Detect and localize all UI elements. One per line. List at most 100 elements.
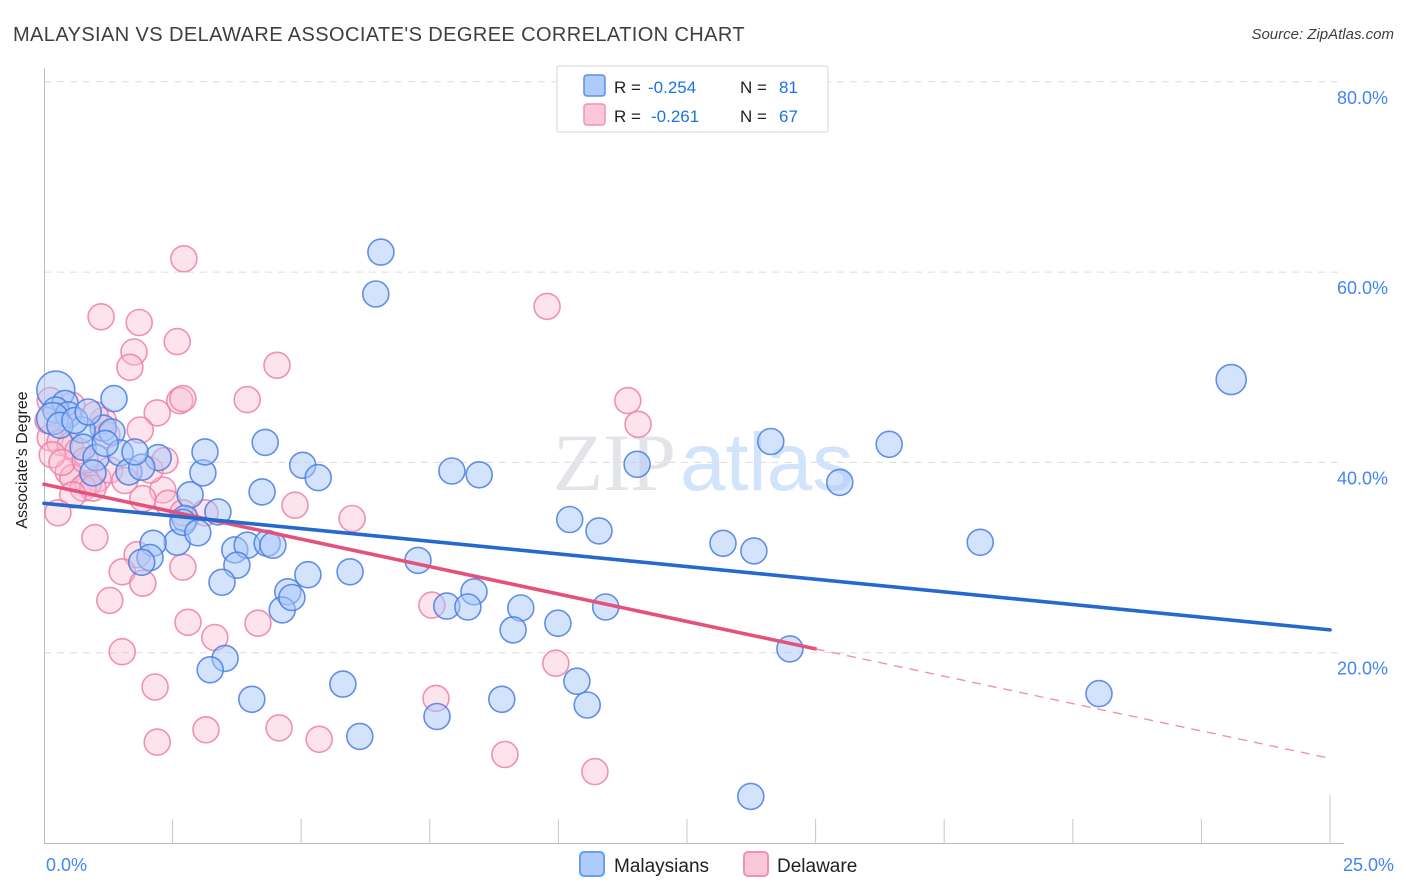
scatter-point-malaysians: [573, 691, 602, 719]
scatter-point-malaysians: [336, 557, 364, 586]
scatter-point-malaysians: [875, 430, 904, 459]
scatter-point-malaysians: [1085, 679, 1113, 708]
scatter-point-malaysians: [709, 529, 737, 558]
series-swatch-delaware: [743, 851, 769, 877]
scatter-point-malaysians: [100, 384, 128, 413]
scatter-point-malaysians: [825, 468, 854, 497]
scatter-point-malaysians: [248, 478, 276, 506]
zipatlas-watermark: ZIPatlas: [553, 417, 853, 508]
legend-r-label-delaware: R =: [614, 107, 641, 126]
scatter-point-malaysians: [278, 583, 306, 612]
scatter-points-layer: [34, 238, 1247, 811]
series-label-malaysians: Malaysians: [614, 856, 709, 877]
correlation-legend-box: R = -0.254 N = 81 R = -0.261 N = 67: [556, 65, 829, 133]
scatter-point-malaysians: [79, 459, 107, 487]
scatter-point-delaware: [169, 384, 197, 413]
scatter-point-delaware: [624, 410, 652, 439]
scatter-point-malaysians: [623, 450, 651, 479]
scatter-point-malaysians: [294, 560, 322, 589]
scatter-point-delaware: [143, 399, 171, 427]
scatter-point-delaware: [613, 386, 642, 415]
scatter-point-malaysians: [329, 670, 357, 698]
x-axis-min-label: 0.0%: [46, 855, 87, 875]
scatter-point-delaware: [244, 609, 272, 638]
scatter-point-malaysians: [487, 685, 516, 714]
gridlines-layer: 20.0% 40.0% 60.0% 80.0%: [44, 81, 1388, 679]
scatter-point-malaysians: [238, 685, 266, 714]
y-tick-label-20: 20.0%: [1337, 659, 1388, 679]
scatter-point-delaware: [125, 308, 153, 337]
page-title: MALAYSIAN VS DELAWARE ASSOCIATE'S DEGREE…: [13, 24, 745, 46]
scatter-point-delaware: [192, 715, 220, 744]
legend-r-value-malaysians: -0.254: [648, 78, 696, 97]
legend-r-value-delaware: -0.261: [651, 107, 699, 126]
scatter-point-malaysians: [184, 518, 212, 547]
legend-n-value-delaware: 67: [779, 107, 798, 126]
y-tick-label-80: 80.0%: [1337, 88, 1388, 108]
scatter-point-malaysians: [563, 667, 591, 696]
scatter-point-malaysians: [208, 568, 236, 597]
scatter-point-malaysians: [555, 505, 584, 534]
legend-r-label-malaysians: R =: [614, 78, 641, 97]
scatter-point-delaware: [533, 292, 561, 321]
scatter-point-malaysians: [966, 528, 995, 557]
scatter-point-malaysians: [196, 655, 224, 684]
scatter-point-malaysians: [304, 463, 333, 492]
scatter-point-delaware: [281, 491, 309, 520]
series-legend: Malaysians Delaware: [579, 851, 857, 877]
scatter-point-delaware: [169, 553, 197, 581]
trend-line-delaware: [42, 482, 818, 651]
scatter-point-malaysians: [740, 537, 768, 565]
scatter-point-delaware: [263, 351, 291, 380]
scatter-point-malaysians: [127, 548, 156, 577]
trend-lines-layer: [42, 482, 1332, 760]
scatter-point-malaysians: [544, 609, 572, 638]
legend-box-frame: [556, 65, 829, 133]
scatter-point-malaysians: [585, 517, 613, 545]
scatter-point-delaware: [170, 244, 198, 273]
scatter-point-malaysians: [361, 280, 390, 308]
trend-line-delaware-extrapolated: [815, 648, 1331, 760]
scatter-point-malaysians: [454, 593, 482, 621]
scatter-point-malaysians: [499, 616, 527, 644]
scatter-point-delaware: [163, 327, 191, 356]
scatter-point-malaysians: [91, 429, 119, 458]
scatter-point-delaware: [48, 448, 76, 477]
scatter-point-delaware: [541, 649, 570, 678]
scatter-point-delaware: [81, 523, 109, 552]
scatter-point-malaysians: [251, 428, 280, 457]
scatter-point-delaware: [96, 586, 124, 615]
series-label-delaware: Delaware: [777, 856, 857, 877]
scatter-point-malaysians: [423, 702, 451, 731]
series-swatch-malaysians: [579, 851, 605, 877]
scatter-point-malaysians: [74, 398, 102, 426]
scatter-point-delaware: [143, 728, 171, 756]
scatter-point-malaysians: [756, 427, 785, 456]
scatter-point-malaysians: [438, 457, 466, 485]
legend-swatch-malaysians: [583, 74, 606, 97]
scatter-point-delaware: [174, 608, 202, 637]
legend-n-label-delaware: N =: [740, 107, 767, 126]
scatter-point-malaysians: [121, 438, 149, 466]
scatter-point-malaysians: [465, 460, 494, 489]
scatter-point-malaysians: [191, 438, 219, 466]
scatter-point-malaysians: [736, 782, 765, 811]
scatter-point-malaysians: [1215, 363, 1247, 396]
legend-n-label-malaysians: N =: [740, 78, 767, 97]
legend-swatch-delaware: [583, 103, 606, 126]
scatter-point-delaware: [338, 504, 366, 533]
source-credit: Source: ZipAtlas.com: [1251, 26, 1394, 43]
trend-line-malaysians: [42, 501, 1332, 632]
y-tick-label-60: 60.0%: [1337, 278, 1388, 298]
x-axis-max-label: 25.0%: [1343, 855, 1394, 875]
scatter-point-delaware: [87, 302, 115, 331]
scatter-point-delaware: [265, 714, 293, 742]
scatter-point-delaware: [141, 673, 169, 701]
legend-n-value-malaysians: 81: [779, 78, 798, 97]
scatter-point-delaware: [491, 740, 519, 769]
y-axis-title: Associate's Degree: [14, 391, 31, 528]
scatter-point-delaware: [116, 353, 144, 382]
scatter-point-malaysians: [367, 238, 395, 266]
